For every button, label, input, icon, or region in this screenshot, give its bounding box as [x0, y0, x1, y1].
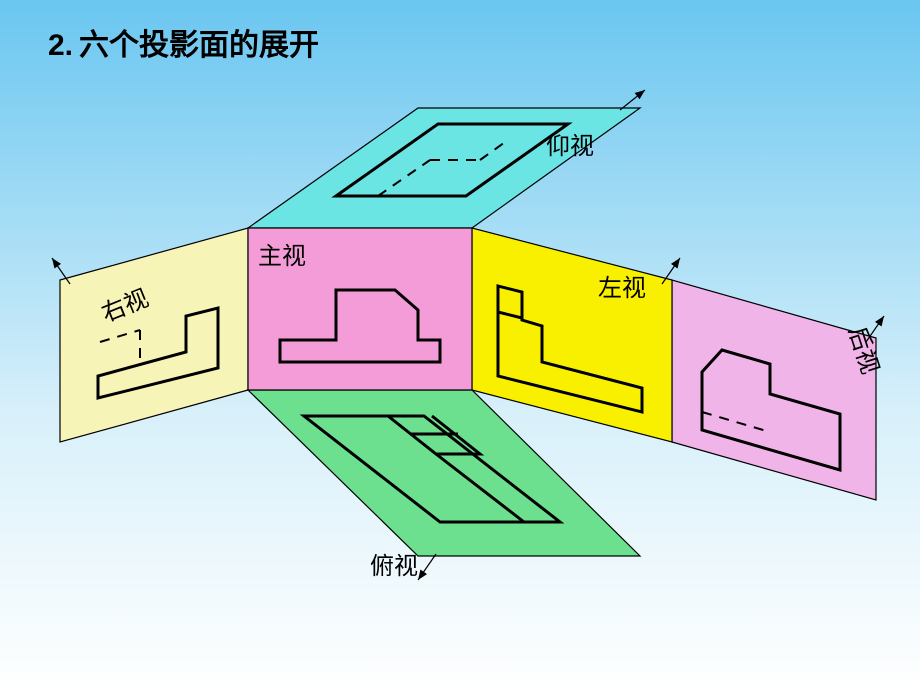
right-plane: [60, 228, 248, 442]
label-top: 仰视: [546, 126, 594, 161]
label-bottom: 俯视: [370, 546, 418, 581]
label-front: 主视: [258, 236, 306, 271]
label-left: 左视: [598, 268, 646, 303]
projection-diagram: [0, 0, 920, 690]
